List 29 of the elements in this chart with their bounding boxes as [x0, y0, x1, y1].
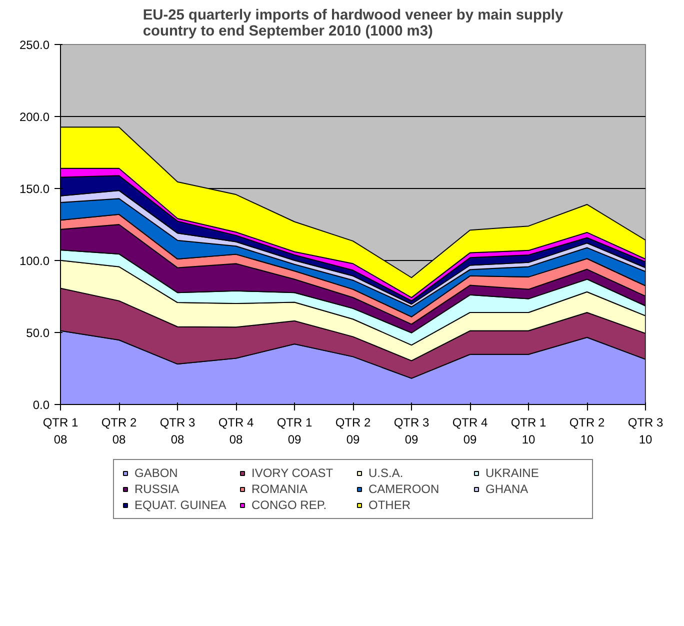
x-tick-label: QTR 1 09: [276, 416, 312, 446]
x-tick-label: QTR 4 08: [218, 416, 254, 446]
legend-label: GHANA: [486, 482, 530, 496]
x-tick-label: QTR 1 10: [510, 416, 546, 446]
legend-label: UKRAINE: [486, 466, 540, 480]
chart-title: EU-25 quarterly imports of hardwood veneer by main supply country to end September 2010 (1000 m3): [142, 8, 564, 40]
legend-label: RUSSIA: [134, 482, 180, 496]
legend-label: U.S.A.: [368, 466, 404, 480]
y-tick-label: 150.0: [19, 182, 50, 196]
x-tick-label: QTR 3 10: [628, 416, 664, 446]
x-tick-label: QTR 3 08: [160, 416, 196, 446]
legend-label: CAMEROON: [368, 482, 440, 496]
legend-label: GABON: [134, 466, 179, 480]
legend-label: OTHER: [368, 498, 412, 512]
legend-label: CONGO REP.: [252, 498, 328, 512]
y-tick-label: 0.0: [32, 398, 50, 412]
y-tick-label: 50.0: [26, 326, 50, 340]
legend-label: IVORY COAST: [252, 466, 334, 480]
x-tick-label: QTR 4 09: [452, 416, 488, 446]
legend-label: EQUAT. GUINEA: [134, 498, 228, 512]
x-tick-label: QTR 3 09: [394, 416, 430, 446]
x-tick-label: QTR 2 10: [569, 416, 605, 446]
y-tick-label: 100.0: [19, 254, 50, 268]
x-tick-label: QTR 2 09: [335, 416, 371, 446]
y-tick-label: 250.0: [19, 38, 50, 52]
x-tick-label: QTR 1 08: [42, 416, 78, 446]
y-tick-label: 200.0: [19, 110, 50, 124]
legend-label: ROMANIA: [252, 482, 309, 496]
x-tick-label: QTR 2 08: [101, 416, 137, 446]
